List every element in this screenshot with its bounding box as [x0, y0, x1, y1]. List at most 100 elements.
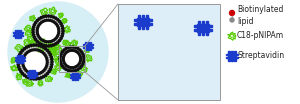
Circle shape	[32, 26, 34, 28]
Circle shape	[58, 28, 59, 30]
Circle shape	[46, 41, 47, 43]
Circle shape	[28, 51, 30, 52]
Circle shape	[63, 49, 65, 51]
Circle shape	[65, 68, 67, 71]
Circle shape	[18, 66, 20, 68]
Circle shape	[75, 66, 77, 67]
Circle shape	[32, 73, 33, 75]
Circle shape	[59, 55, 61, 58]
Circle shape	[33, 36, 35, 38]
Circle shape	[79, 49, 81, 51]
Circle shape	[34, 22, 37, 24]
Circle shape	[63, 62, 65, 63]
FancyBboxPatch shape	[209, 29, 212, 31]
FancyBboxPatch shape	[236, 54, 238, 55]
Circle shape	[23, 56, 25, 58]
FancyBboxPatch shape	[236, 57, 238, 58]
Circle shape	[30, 44, 32, 46]
Circle shape	[51, 61, 53, 63]
FancyBboxPatch shape	[231, 59, 233, 61]
Circle shape	[58, 39, 61, 41]
FancyBboxPatch shape	[194, 25, 197, 27]
FancyBboxPatch shape	[28, 76, 30, 78]
Circle shape	[40, 43, 42, 45]
Circle shape	[57, 41, 59, 43]
FancyBboxPatch shape	[27, 72, 28, 73]
Circle shape	[20, 51, 22, 54]
FancyBboxPatch shape	[146, 26, 148, 29]
Circle shape	[81, 65, 83, 67]
Circle shape	[18, 56, 20, 58]
Circle shape	[80, 56, 81, 58]
Circle shape	[42, 46, 45, 48]
Circle shape	[8, 2, 108, 102]
FancyBboxPatch shape	[22, 55, 23, 57]
Circle shape	[38, 42, 40, 44]
Circle shape	[22, 58, 24, 59]
Circle shape	[33, 49, 35, 51]
Circle shape	[57, 27, 59, 28]
FancyBboxPatch shape	[20, 30, 21, 32]
FancyBboxPatch shape	[194, 29, 197, 31]
Circle shape	[35, 73, 37, 75]
FancyBboxPatch shape	[20, 55, 21, 57]
FancyBboxPatch shape	[36, 72, 38, 73]
Circle shape	[37, 33, 38, 35]
Circle shape	[53, 39, 55, 41]
Circle shape	[63, 55, 65, 56]
FancyBboxPatch shape	[72, 72, 73, 74]
FancyBboxPatch shape	[138, 26, 140, 29]
Circle shape	[65, 64, 67, 66]
Circle shape	[61, 65, 63, 67]
Circle shape	[51, 63, 53, 66]
FancyBboxPatch shape	[32, 70, 33, 72]
FancyBboxPatch shape	[77, 72, 78, 74]
FancyBboxPatch shape	[71, 74, 79, 78]
Circle shape	[38, 24, 40, 26]
Circle shape	[34, 38, 37, 40]
FancyBboxPatch shape	[20, 61, 21, 63]
Circle shape	[33, 24, 35, 26]
FancyBboxPatch shape	[24, 60, 26, 61]
Text: Streptavidin: Streptavidin	[237, 51, 284, 61]
FancyBboxPatch shape	[34, 70, 35, 72]
Circle shape	[41, 39, 43, 41]
Circle shape	[48, 51, 50, 54]
Circle shape	[23, 48, 26, 50]
Circle shape	[37, 49, 39, 51]
Circle shape	[79, 62, 81, 63]
Circle shape	[38, 36, 40, 38]
Circle shape	[24, 68, 26, 70]
FancyBboxPatch shape	[70, 77, 71, 78]
FancyBboxPatch shape	[74, 78, 76, 80]
FancyBboxPatch shape	[77, 78, 78, 80]
Circle shape	[28, 45, 30, 47]
FancyBboxPatch shape	[142, 15, 144, 18]
Circle shape	[18, 45, 52, 79]
Circle shape	[59, 60, 61, 63]
Circle shape	[40, 45, 42, 47]
Circle shape	[55, 43, 57, 45]
Text: Biotinylated
lipid: Biotinylated lipid	[237, 5, 284, 26]
Circle shape	[61, 35, 63, 37]
Circle shape	[78, 63, 80, 65]
Circle shape	[17, 58, 19, 61]
FancyBboxPatch shape	[15, 36, 16, 38]
Circle shape	[33, 73, 35, 75]
Circle shape	[63, 67, 65, 69]
Circle shape	[25, 69, 27, 71]
Circle shape	[61, 51, 63, 53]
Circle shape	[47, 45, 50, 47]
Circle shape	[63, 60, 64, 62]
Circle shape	[60, 37, 62, 39]
Circle shape	[59, 58, 61, 60]
FancyBboxPatch shape	[231, 51, 233, 53]
FancyBboxPatch shape	[13, 32, 14, 33]
Circle shape	[60, 23, 62, 25]
Circle shape	[53, 21, 55, 23]
Circle shape	[23, 66, 25, 68]
Circle shape	[44, 54, 46, 56]
Circle shape	[56, 37, 57, 39]
Circle shape	[46, 72, 49, 75]
Circle shape	[23, 74, 26, 76]
